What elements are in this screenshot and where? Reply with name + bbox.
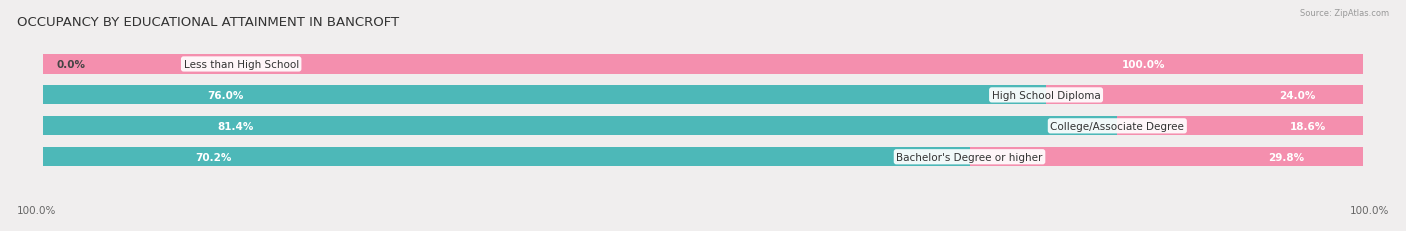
Text: 24.0%: 24.0% <box>1279 91 1315 100</box>
Text: 0.0%: 0.0% <box>56 60 86 70</box>
Bar <box>44 117 1118 136</box>
Bar <box>1046 86 1362 105</box>
Text: Bachelor's Degree or higher: Bachelor's Degree or higher <box>897 152 1043 162</box>
Bar <box>44 86 1046 105</box>
Bar <box>970 148 1362 167</box>
Text: OCCUPANCY BY EDUCATIONAL ATTAINMENT IN BANCROFT: OCCUPANCY BY EDUCATIONAL ATTAINMENT IN B… <box>17 16 399 29</box>
Text: 100.0%: 100.0% <box>1122 60 1164 70</box>
Bar <box>44 55 1362 74</box>
Text: 81.4%: 81.4% <box>218 121 254 131</box>
Bar <box>1118 117 1362 136</box>
Text: 100.0%: 100.0% <box>17 205 56 215</box>
Text: 18.6%: 18.6% <box>1289 121 1326 131</box>
Text: 70.2%: 70.2% <box>195 152 232 162</box>
Text: Source: ZipAtlas.com: Source: ZipAtlas.com <box>1301 9 1389 18</box>
Bar <box>44 148 1362 167</box>
Text: 29.8%: 29.8% <box>1268 152 1303 162</box>
Text: College/Associate Degree: College/Associate Degree <box>1050 121 1184 131</box>
Text: 76.0%: 76.0% <box>207 91 243 100</box>
Bar <box>44 86 1362 105</box>
Bar <box>44 55 1362 74</box>
Text: Less than High School: Less than High School <box>184 60 299 70</box>
Text: High School Diploma: High School Diploma <box>991 91 1101 100</box>
Bar <box>44 148 970 167</box>
Text: 100.0%: 100.0% <box>1350 205 1389 215</box>
Bar <box>44 117 1362 136</box>
